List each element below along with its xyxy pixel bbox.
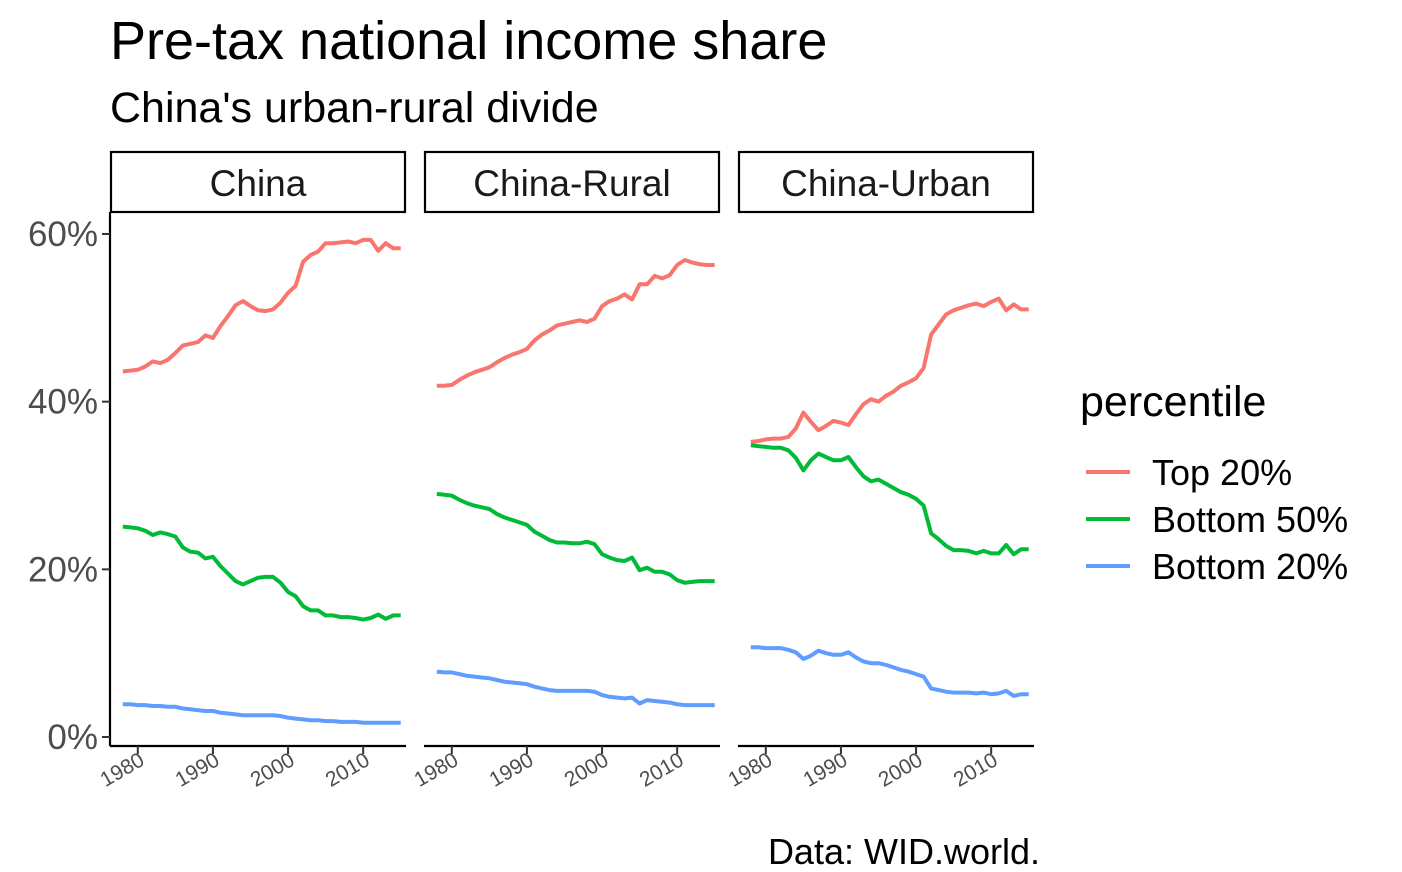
y-tick-label: 20% (28, 550, 98, 589)
series-line-bottom20 (436, 669, 715, 708)
series-line-bottom50 (122, 524, 401, 622)
panel-2: China-Urban 1980 1990 2000 2010 (724, 150, 1035, 792)
x-tick-label: 1980 (724, 748, 776, 791)
x-tick-label: 2000 (875, 748, 927, 791)
x-tick-label: 1980 (410, 748, 462, 791)
x-tick-label: 1990 (799, 748, 851, 791)
facet-strip (109, 150, 407, 214)
x-tick-label: 2010 (636, 748, 688, 791)
y-tick-label: 40% (28, 383, 98, 422)
series-line-top20 (750, 296, 1029, 444)
panel-1: China-Rural 1980 1990 2000 2010 (410, 150, 721, 792)
caption: Data: WID.world. (768, 831, 1040, 872)
x-tick-label: 2000 (561, 748, 613, 791)
chart-title: Pre-tax national income share (110, 11, 827, 71)
facet-strip-label: China-Rural (473, 163, 670, 204)
x-tick-label: 2010 (950, 748, 1002, 791)
legend-label-bottom20: Bottom 20% (1152, 546, 1348, 587)
y-tick-label: 0% (47, 718, 98, 757)
facet-strip (737, 150, 1035, 214)
x-tick-label: 1990 (171, 748, 223, 791)
legend: percentile Top 20% Bottom 50% Bottom 20% (1080, 378, 1348, 587)
series-line-top20 (436, 258, 715, 388)
series-line-bottom50 (750, 443, 1029, 557)
facet-strip-label: China-Urban (781, 163, 991, 204)
y-axis: 0% 20% 40% 60% (28, 212, 112, 757)
legend-title: percentile (1080, 378, 1266, 426)
series-line-bottom20 (750, 645, 1029, 698)
facet-panels: China 1980 1990 2000 2010 China-Rural 1980 1990… (96, 150, 1035, 792)
series-line-bottom20 (122, 702, 401, 725)
y-tick-label: 60% (28, 215, 98, 254)
panel-0: China 1980 1990 2000 2010 (96, 150, 407, 792)
legend-label-top20: Top 20% (1152, 452, 1292, 493)
x-tick-label: 1990 (485, 748, 537, 791)
facet-strip-label: China (210, 163, 307, 204)
legend-label-bottom50: Bottom 50% (1152, 499, 1348, 540)
x-tick-label: 2010 (322, 748, 374, 791)
series-line-bottom50 (436, 491, 715, 585)
chart-subtitle: China's urban-rural divide (110, 84, 599, 132)
x-tick-label: 2000 (247, 748, 299, 791)
series-line-top20 (122, 237, 401, 374)
x-tick-label: 1980 (96, 748, 148, 791)
facet-strip (423, 150, 721, 214)
